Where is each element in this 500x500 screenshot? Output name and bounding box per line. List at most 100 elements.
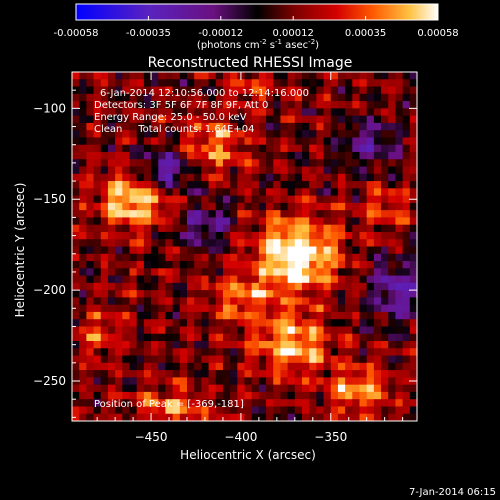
heatmap-cell [115, 304, 123, 313]
heatmap-cell [86, 348, 94, 356]
heatmap-cell [345, 377, 353, 386]
heatmap-cell [151, 224, 159, 233]
heatmap-cell [136, 355, 145, 364]
heatmap-cell [337, 224, 346, 233]
heatmap-cell [323, 144, 332, 153]
heatmap-cell [409, 93, 418, 102]
heatmap-cell [266, 341, 274, 349]
heatmap-cell [215, 391, 224, 400]
heatmap-cell [136, 304, 145, 313]
heatmap-cell [280, 151, 289, 160]
heatmap-cell [330, 326, 339, 335]
heatmap-cell [345, 362, 353, 371]
heatmap-cell [165, 370, 174, 378]
heatmap-cell [309, 79, 317, 87]
heatmap-cell [165, 93, 174, 102]
heatmap-cell [136, 195, 145, 204]
heatmap-cell [352, 370, 360, 378]
heatmap-cell [251, 377, 260, 386]
heatmap-cell [381, 370, 389, 378]
heatmap-cell [194, 159, 202, 167]
heatmap-cell [136, 86, 145, 95]
heatmap-cell [100, 130, 109, 138]
heatmap-cell [100, 399, 109, 407]
heatmap-cell [395, 290, 404, 298]
heatmap-cell [359, 297, 368, 306]
axes: −450 −400 −350−100−150−200−250 [33, 72, 417, 444]
heatmap-cell [323, 151, 332, 160]
heatmap-cell [323, 268, 332, 276]
heatmap-cell [79, 391, 87, 400]
heatmap-cell [244, 355, 253, 364]
heatmap-cell [273, 137, 281, 146]
heatmap-cell [402, 210, 411, 218]
heatmap-cell [122, 341, 130, 349]
heatmap-cell [72, 297, 80, 306]
heatmap-cell [129, 333, 138, 342]
heatmap-cell [359, 115, 368, 124]
heatmap-cell [208, 202, 217, 211]
heatmap-cell [179, 275, 188, 284]
heatmap-cell [208, 210, 217, 218]
heatmap-cell [337, 202, 346, 211]
heatmap-cell [359, 137, 368, 146]
heatmap-cell [172, 122, 181, 131]
heatmap-cell [143, 297, 152, 306]
heatmap-cell [129, 406, 138, 415]
heatmap-cell [72, 246, 80, 255]
heatmap-cell [100, 326, 109, 335]
heatmap-cell [151, 253, 159, 262]
heatmap-cell [352, 188, 360, 196]
heatmap-cell [215, 406, 224, 415]
heatmap-cell [115, 188, 123, 196]
heatmap-cell [352, 217, 360, 226]
heatmap-cell [402, 391, 411, 400]
heatmap-cell [258, 144, 267, 153]
heatmap-cell [266, 101, 274, 109]
heatmap-cell [345, 282, 353, 291]
heatmap-cell [381, 144, 389, 153]
heatmap-cell [201, 370, 209, 378]
heatmap-cell [330, 181, 339, 189]
heatmap-cell [122, 275, 130, 284]
heatmap-cell [359, 413, 368, 422]
heatmap-cell [316, 370, 324, 378]
heatmap-cell [316, 348, 324, 356]
heatmap-cell [222, 253, 231, 262]
heatmap-cell [409, 290, 418, 298]
heatmap-cell [129, 319, 138, 327]
heatmap-cell [115, 297, 123, 306]
heatmap-cell [79, 101, 87, 109]
heatmap-cell [136, 319, 145, 327]
heatmap-cell [122, 304, 130, 313]
heatmap-cell [266, 188, 274, 196]
heatmap-cell [93, 348, 102, 356]
heatmap-cell [366, 181, 375, 189]
heatmap-cell [100, 144, 109, 153]
heatmap-cell [302, 137, 310, 146]
heatmap-cell [215, 151, 224, 160]
heatmap-cell [129, 173, 138, 182]
heatmap-cell [359, 108, 368, 117]
heatmap-cell [258, 202, 267, 211]
heatmap-cell [79, 348, 87, 356]
heatmap-cell [122, 195, 130, 204]
heatmap-cell [115, 108, 123, 117]
heatmap-cell [273, 108, 281, 117]
heatmap-cell [100, 79, 109, 87]
heatmap-cell [222, 122, 231, 131]
heatmap-cell [208, 159, 217, 167]
heatmap-cell [330, 122, 339, 131]
heatmap-cell [258, 151, 267, 160]
heatmap-cell [187, 282, 195, 291]
heatmap-cell [143, 348, 152, 356]
heatmap-cell [287, 377, 296, 386]
heatmap-cell [143, 311, 152, 320]
heatmap-cell [107, 159, 116, 167]
heatmap-cell [151, 370, 159, 378]
heatmap-cell [359, 224, 368, 233]
heatmap-cell [251, 202, 260, 211]
heatmap-cell [330, 86, 339, 95]
heatmap-cell [258, 377, 267, 386]
heatmap-cell [280, 413, 289, 422]
